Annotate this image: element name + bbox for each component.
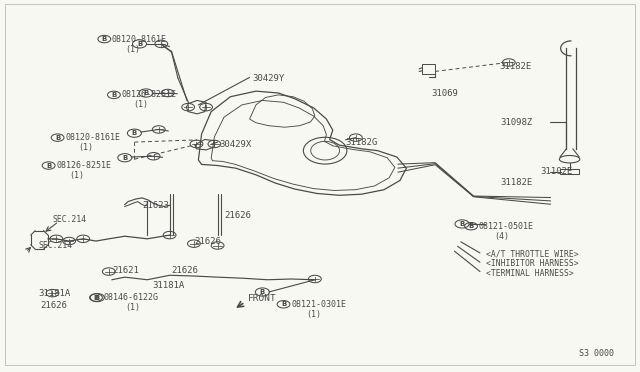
Text: <TERMINAL HARNESS>: <TERMINAL HARNESS>: [486, 269, 574, 278]
Text: B: B: [260, 289, 265, 295]
Text: 30429X: 30429X: [220, 140, 252, 149]
Text: 08121-0301E: 08121-0301E: [291, 300, 346, 309]
Text: (1): (1): [125, 45, 140, 54]
Text: 08121-0501E: 08121-0501E: [479, 222, 534, 231]
Text: 21623: 21623: [142, 201, 169, 210]
Text: 31102E: 31102E: [541, 167, 573, 176]
Text: (1): (1): [78, 143, 93, 152]
Text: 21626: 21626: [40, 301, 67, 310]
Text: 08120-8161E: 08120-8161E: [65, 133, 120, 142]
Text: B: B: [468, 223, 474, 229]
Text: 21621: 21621: [112, 266, 139, 275]
Text: 31182G: 31182G: [346, 138, 378, 147]
Text: B: B: [95, 295, 100, 301]
Text: FRONT: FRONT: [248, 294, 277, 303]
Text: (1): (1): [133, 100, 148, 109]
Text: S3 0000: S3 0000: [579, 349, 614, 358]
Text: B: B: [460, 221, 465, 227]
Text: 31098Z: 31098Z: [500, 118, 532, 126]
Text: <INHIBITOR HARNESS>: <INHIBITOR HARNESS>: [486, 259, 579, 268]
Text: (1): (1): [125, 303, 140, 312]
Text: 21626: 21626: [172, 266, 198, 275]
Text: 31182E: 31182E: [499, 62, 531, 71]
Text: B: B: [132, 130, 137, 136]
Text: 21626: 21626: [224, 211, 251, 220]
Text: B: B: [93, 295, 99, 301]
Text: SEC.214: SEC.214: [52, 215, 86, 224]
Text: 21626: 21626: [194, 237, 221, 246]
Text: 31181A: 31181A: [152, 281, 184, 290]
Text: 30429Y: 30429Y: [253, 74, 285, 83]
Text: 08126-8251E: 08126-8251E: [56, 161, 111, 170]
Text: B: B: [111, 92, 116, 98]
Text: 08120-8161E: 08120-8161E: [112, 35, 167, 44]
Text: 31181A: 31181A: [38, 289, 70, 298]
Bar: [560, 169, 579, 174]
Bar: [422, 64, 435, 74]
Text: B: B: [137, 41, 142, 47]
Text: SEC.214: SEC.214: [38, 241, 72, 250]
Text: (4): (4): [495, 232, 509, 241]
Text: B: B: [102, 36, 107, 42]
Text: (1): (1): [69, 171, 84, 180]
Text: B: B: [122, 155, 127, 161]
Text: (1): (1): [306, 310, 321, 319]
Text: B: B: [46, 163, 51, 169]
Text: 08126-8251E: 08126-8251E: [122, 90, 177, 99]
Text: B: B: [55, 135, 60, 141]
Text: 31182E: 31182E: [500, 178, 532, 187]
Text: <A/T THROTTLE WIRE>: <A/T THROTTLE WIRE>: [486, 249, 579, 258]
Text: B: B: [281, 301, 286, 307]
Text: 08146-6122G: 08146-6122G: [104, 293, 159, 302]
Text: 31069: 31069: [431, 89, 458, 98]
Text: B: B: [143, 90, 148, 96]
